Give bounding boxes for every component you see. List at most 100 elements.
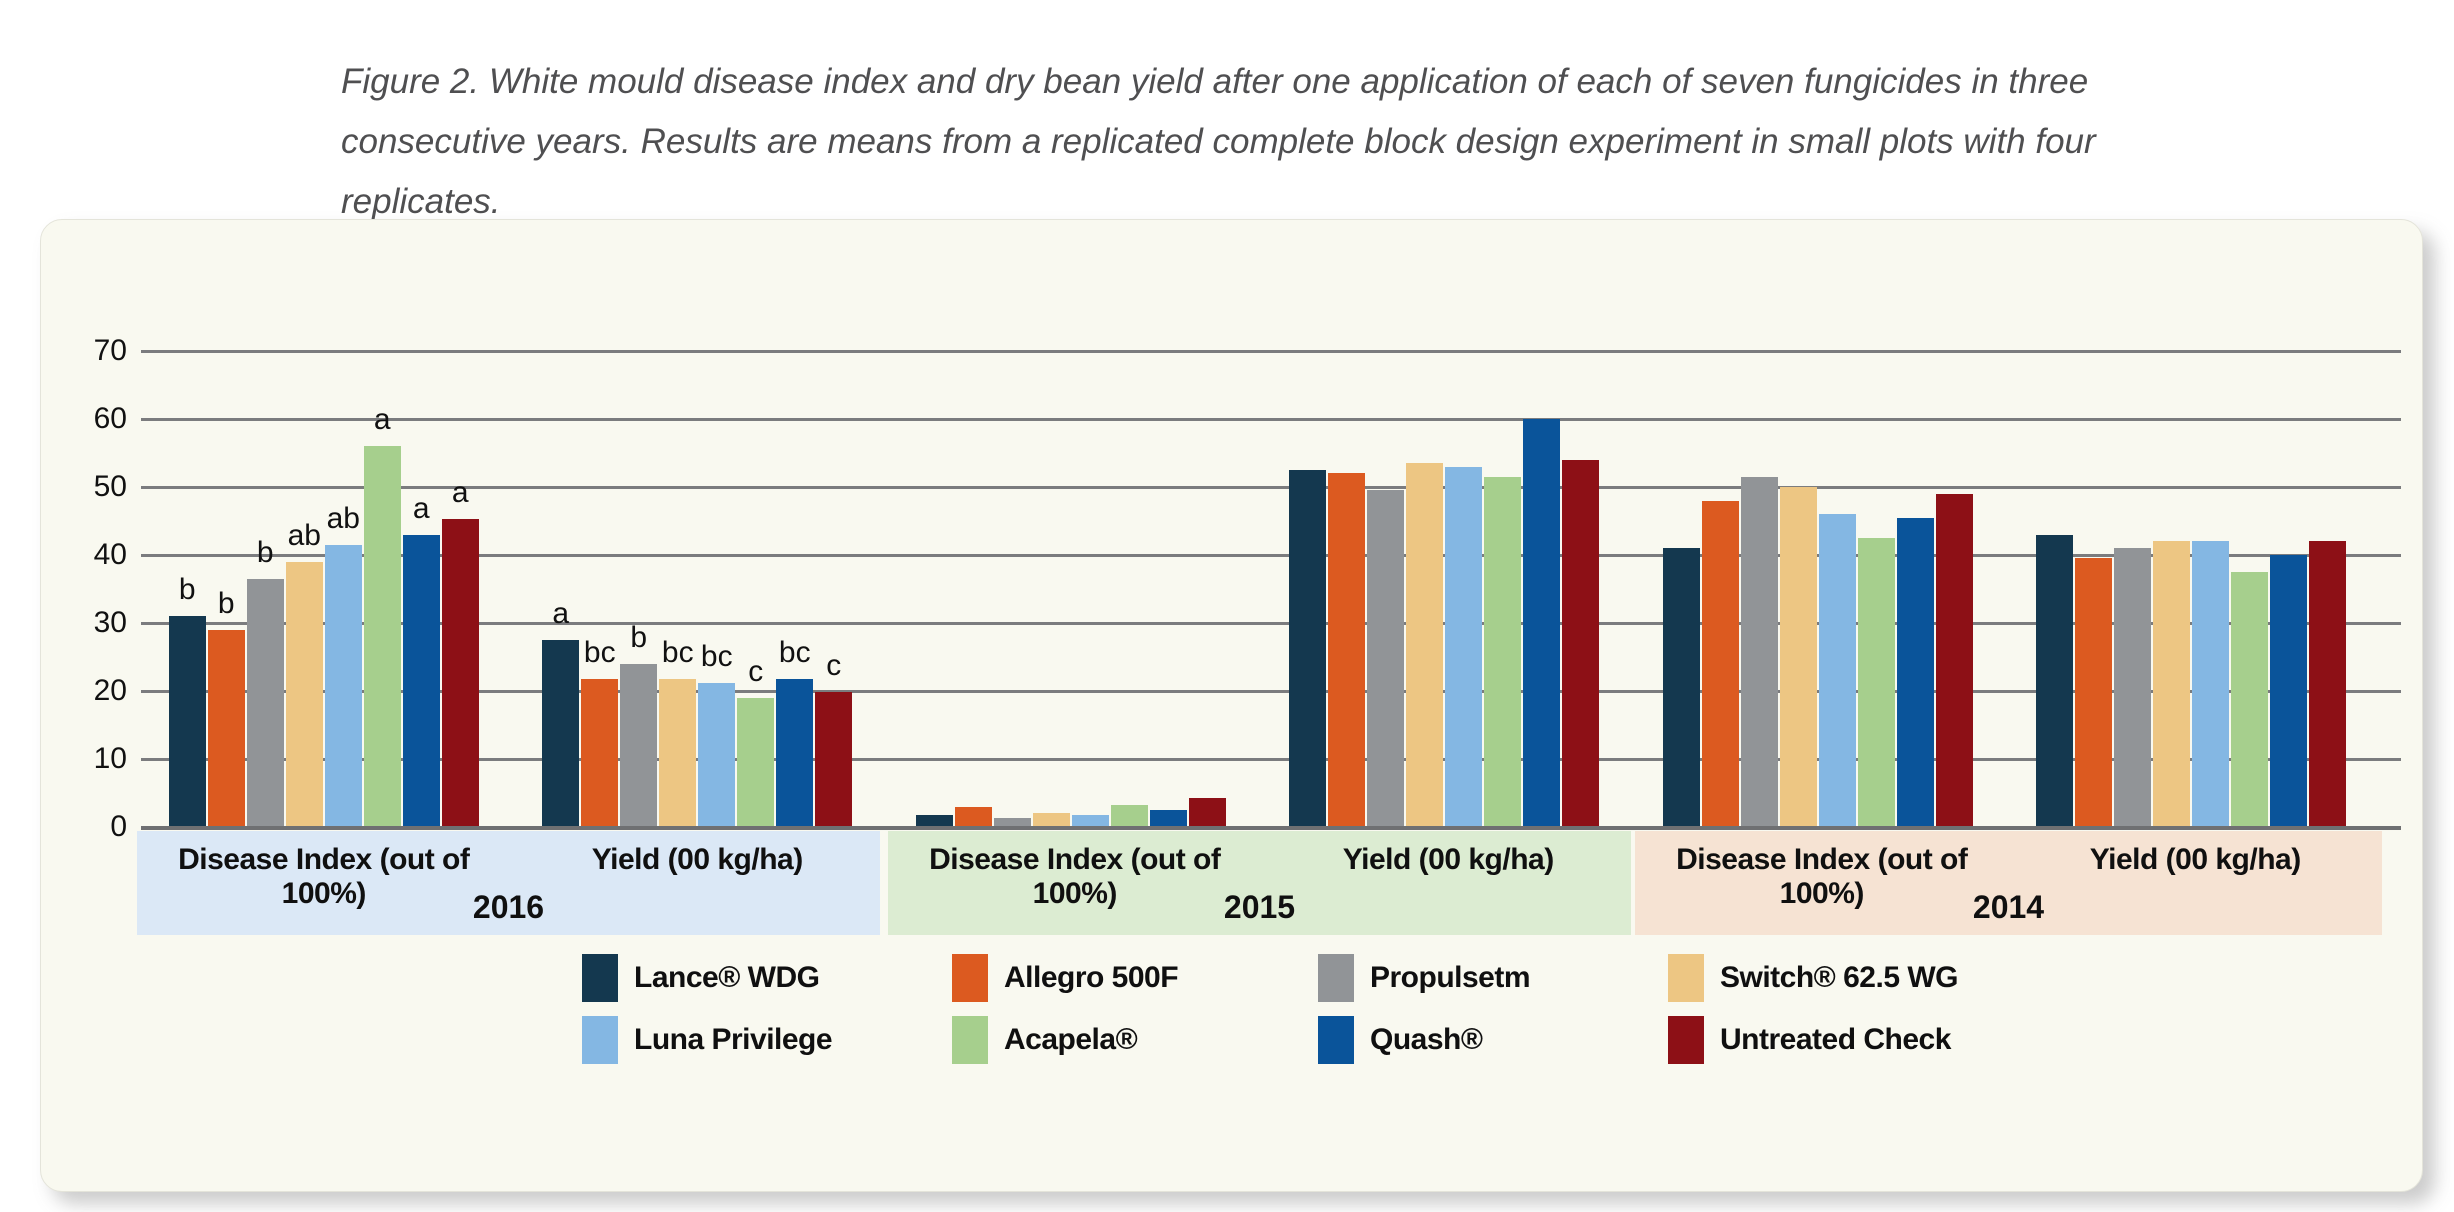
bar xyxy=(698,682,736,827)
legend-label: Switch® 62.5 WG xyxy=(1720,961,1959,994)
bar xyxy=(246,578,284,827)
significance-letter: a xyxy=(451,475,469,509)
year-label: 2014 xyxy=(1972,889,2045,925)
bar xyxy=(2153,541,2191,827)
legend-swatch xyxy=(582,954,618,1002)
significance-letter: bc xyxy=(700,639,733,673)
y-tick-label: 70 xyxy=(93,334,127,367)
significance-letter: b xyxy=(256,535,274,569)
bar xyxy=(1110,804,1148,827)
significance-letter: ab xyxy=(326,501,360,535)
bar xyxy=(1328,473,1366,827)
bar xyxy=(1562,459,1600,827)
plot-area: 0 10 20 30 40 50 60 70 b b b ab ab a a a a bc b bc bc c bc c xyxy=(41,220,2422,1191)
significance-letter: c xyxy=(748,654,764,688)
bar xyxy=(285,561,323,827)
gridline xyxy=(141,690,2401,693)
bar xyxy=(1818,514,1856,827)
bar xyxy=(993,818,1031,827)
gridline xyxy=(141,486,2401,489)
chart-panel: 0 10 20 30 40 50 60 70 b b b ab ab a a a a bc b bc bc c bc c 20… xyxy=(40,219,2423,1192)
bar xyxy=(1701,500,1739,827)
legend-label: Untreated Check xyxy=(1720,1023,1951,1056)
bar xyxy=(2192,541,2230,827)
legend-swatch xyxy=(1668,954,1704,1002)
significance-letter: a xyxy=(552,597,570,630)
significance-letter: bc xyxy=(583,636,616,670)
bar xyxy=(1779,487,1817,827)
y-tick-label: 20 xyxy=(93,674,127,707)
bar xyxy=(2114,548,2152,827)
bar xyxy=(1032,813,1070,827)
measure-label: Yield (00 kg/ha) xyxy=(591,843,803,876)
significance-letter: bc xyxy=(778,635,811,669)
y-tick-label: 40 xyxy=(93,538,127,571)
bar xyxy=(1445,466,1483,827)
bar xyxy=(1857,538,1895,827)
year-label: 2015 xyxy=(1223,889,1296,925)
significance-letter: a xyxy=(373,403,391,437)
measure-label: Yield (00 kg/ha) xyxy=(1342,843,1554,876)
gridline xyxy=(141,418,2401,421)
bar xyxy=(1935,493,1973,827)
year-label: 2016 xyxy=(472,889,545,925)
bar xyxy=(737,697,775,827)
bar xyxy=(207,629,245,827)
legend-label: Lance® WDG xyxy=(634,961,820,994)
significance-letter: bc xyxy=(661,636,694,670)
legend-label: Quash® xyxy=(1370,1023,1483,1056)
y-tick-label: 10 xyxy=(93,742,127,775)
gridline xyxy=(141,622,2401,625)
bar xyxy=(1523,419,1561,827)
y-tick-label: 50 xyxy=(93,470,127,503)
bar xyxy=(1289,470,1327,827)
legend-label: Luna Privilege xyxy=(634,1023,833,1056)
figure-caption: Figure 2. White mould disease index and … xyxy=(341,62,2096,221)
bar xyxy=(2309,541,2347,827)
significance-letter: a xyxy=(412,491,430,525)
bar xyxy=(1149,810,1187,827)
legend-label: Propulsetm xyxy=(1370,961,1531,994)
bar xyxy=(542,640,580,827)
bar xyxy=(2270,555,2308,827)
measure-label: Disease Index (out of 100%) xyxy=(178,843,470,910)
gridline xyxy=(141,758,2401,761)
bar xyxy=(776,678,814,827)
significance-letter: ab xyxy=(287,518,321,552)
year-band: 2015 Disease Index (out of 100%) Yield (00… xyxy=(888,831,1631,935)
significance-letter: c xyxy=(826,649,842,683)
gridline xyxy=(141,554,2401,557)
bar xyxy=(2036,534,2074,827)
y-tick-label: 0 xyxy=(110,810,127,843)
bar xyxy=(915,814,953,827)
bar xyxy=(363,446,401,827)
legend-swatch xyxy=(1318,954,1354,1002)
legend-label: Allegro 500F xyxy=(1004,961,1179,994)
bar xyxy=(581,679,619,827)
bar xyxy=(954,806,992,827)
legend-swatch xyxy=(1318,1016,1354,1064)
bar xyxy=(2231,572,2269,827)
bar xyxy=(659,679,697,827)
legend-swatch xyxy=(952,954,988,1002)
measure-label: Disease Index (out of 100%) xyxy=(1676,843,1968,910)
bar xyxy=(168,616,206,827)
year-band: 2014 Disease Index (out of 100%) Yield (00… xyxy=(1635,831,2382,935)
bar xyxy=(1740,476,1778,827)
bar xyxy=(620,663,658,827)
measure-label: Disease Index (out of 100%) xyxy=(929,843,1221,910)
significance-letter: b xyxy=(217,586,235,620)
y-tick-label: 30 xyxy=(93,606,127,639)
measure-label: Yield (00 kg/ha) xyxy=(2089,843,2301,876)
bar xyxy=(1071,814,1109,827)
bar xyxy=(402,534,440,827)
gridline xyxy=(141,350,2401,353)
bar xyxy=(1896,517,1934,827)
significance-letter: b xyxy=(178,573,196,607)
bar xyxy=(441,518,479,827)
legend-swatch xyxy=(952,1016,988,1064)
bar xyxy=(815,692,853,827)
x-axis-line xyxy=(141,826,2401,830)
legend-swatch xyxy=(582,1016,618,1064)
legend-label: Acapela® xyxy=(1004,1023,1138,1056)
